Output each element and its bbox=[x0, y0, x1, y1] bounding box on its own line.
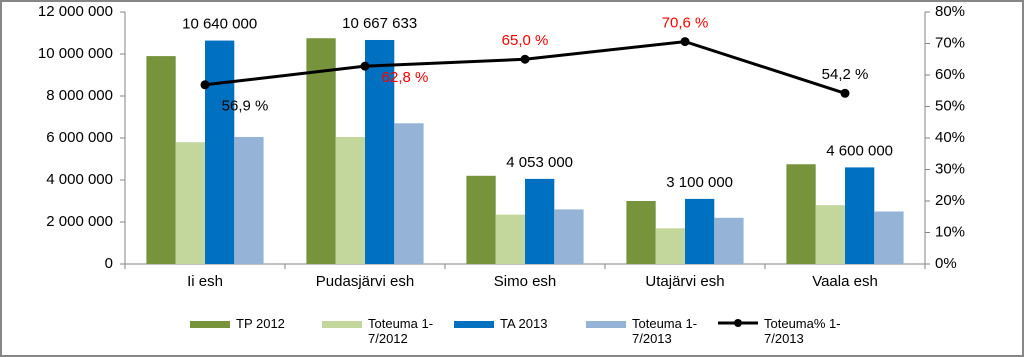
y2-tick-label: 40% bbox=[935, 129, 965, 146]
data-label: 54,2 % bbox=[822, 66, 869, 83]
line bbox=[204, 40, 846, 95]
y2-tick-label: 10% bbox=[935, 223, 965, 240]
legend-label: TP 2012 bbox=[236, 316, 285, 331]
y2-tick-label: 60% bbox=[935, 66, 965, 83]
y-tick-label: 6 000 000 bbox=[46, 129, 113, 146]
x-tick-label: Vaala esh bbox=[812, 273, 878, 290]
legend-swatch bbox=[718, 317, 758, 329]
line-marker bbox=[200, 80, 210, 90]
legend-label: TA 2013 bbox=[500, 316, 548, 331]
legend-label: Toteuma 1-7/2012 bbox=[368, 316, 434, 346]
data-label: 3 100 000 bbox=[666, 174, 733, 191]
legend-item: Toteuma% 1-7/2013 bbox=[718, 316, 850, 346]
bar bbox=[554, 209, 584, 264]
legend-item: TA 2013 bbox=[454, 316, 586, 346]
data-label: 65,0 % bbox=[502, 32, 549, 49]
bar bbox=[626, 201, 656, 264]
bar bbox=[815, 205, 845, 264]
y-tick-label: 4 000 000 bbox=[46, 171, 113, 188]
bar bbox=[845, 167, 875, 264]
legend-line bbox=[718, 319, 758, 327]
line-marker bbox=[520, 54, 530, 64]
bar bbox=[306, 38, 336, 264]
y2-tick-label: 0% bbox=[935, 255, 957, 272]
bar bbox=[365, 39, 395, 264]
bar bbox=[874, 211, 904, 264]
y2-tick-label: 70% bbox=[935, 34, 965, 51]
y-tick-label: 2 000 000 bbox=[46, 213, 113, 230]
bar bbox=[655, 228, 685, 264]
legend-swatch bbox=[190, 321, 230, 328]
x-tick-label: Ii esh bbox=[187, 273, 223, 290]
data-label: 4 053 000 bbox=[506, 154, 573, 171]
bar bbox=[335, 136, 365, 264]
y-tick-label: 10 000 000 bbox=[38, 45, 113, 62]
data-label: 56,9 % bbox=[222, 98, 269, 115]
x-tick-label: Pudasjärvi esh bbox=[316, 273, 414, 290]
x-tick-label: Simo esh bbox=[494, 273, 557, 290]
y-tick-label: 8 000 000 bbox=[46, 87, 113, 104]
data-label: 10 640 000 bbox=[182, 16, 257, 33]
line-marker bbox=[360, 61, 370, 71]
y-tick-label: 0 bbox=[105, 255, 113, 272]
legend-swatch bbox=[454, 321, 494, 328]
y2-tick-label: 80% bbox=[935, 3, 965, 20]
data-label: 62,8 % bbox=[382, 69, 429, 86]
y2-tick-label: 20% bbox=[935, 192, 965, 209]
bar bbox=[466, 175, 496, 264]
bar bbox=[714, 217, 744, 264]
legend-item: Toteuma 1-7/2013 bbox=[586, 316, 718, 346]
legend-label: Toteuma 1-7/2013 bbox=[632, 316, 698, 346]
bar bbox=[786, 164, 816, 264]
legend-swatch bbox=[322, 321, 362, 328]
legend-item: TP 2012 bbox=[190, 316, 322, 346]
legend-swatch bbox=[586, 321, 626, 328]
y2-tick-label: 30% bbox=[935, 160, 965, 177]
x-tick-label: Utajärvi esh bbox=[645, 273, 724, 290]
bar bbox=[525, 178, 555, 264]
bar bbox=[495, 214, 525, 264]
bar bbox=[394, 123, 424, 264]
bar bbox=[175, 142, 205, 264]
y2-tick-label: 50% bbox=[935, 97, 965, 114]
legend-item: Toteuma 1-7/2012 bbox=[322, 316, 454, 346]
data-label: 4 600 000 bbox=[826, 142, 893, 159]
y-tick-label: 12 000 000 bbox=[38, 3, 113, 20]
bar bbox=[234, 136, 264, 264]
bar bbox=[205, 40, 235, 265]
bar bbox=[685, 198, 715, 264]
line-marker bbox=[680, 37, 690, 47]
line-marker bbox=[840, 88, 850, 98]
legend: TP 2012 Toteuma 1-7/2012 TA 2013 Toteuma 1-… bbox=[190, 316, 850, 346]
bar bbox=[146, 56, 176, 264]
legend-label: Toteuma% 1-7/2013 bbox=[764, 316, 841, 346]
data-label: 10 667 633 bbox=[342, 15, 417, 32]
data-label: 70,6 % bbox=[662, 15, 709, 32]
